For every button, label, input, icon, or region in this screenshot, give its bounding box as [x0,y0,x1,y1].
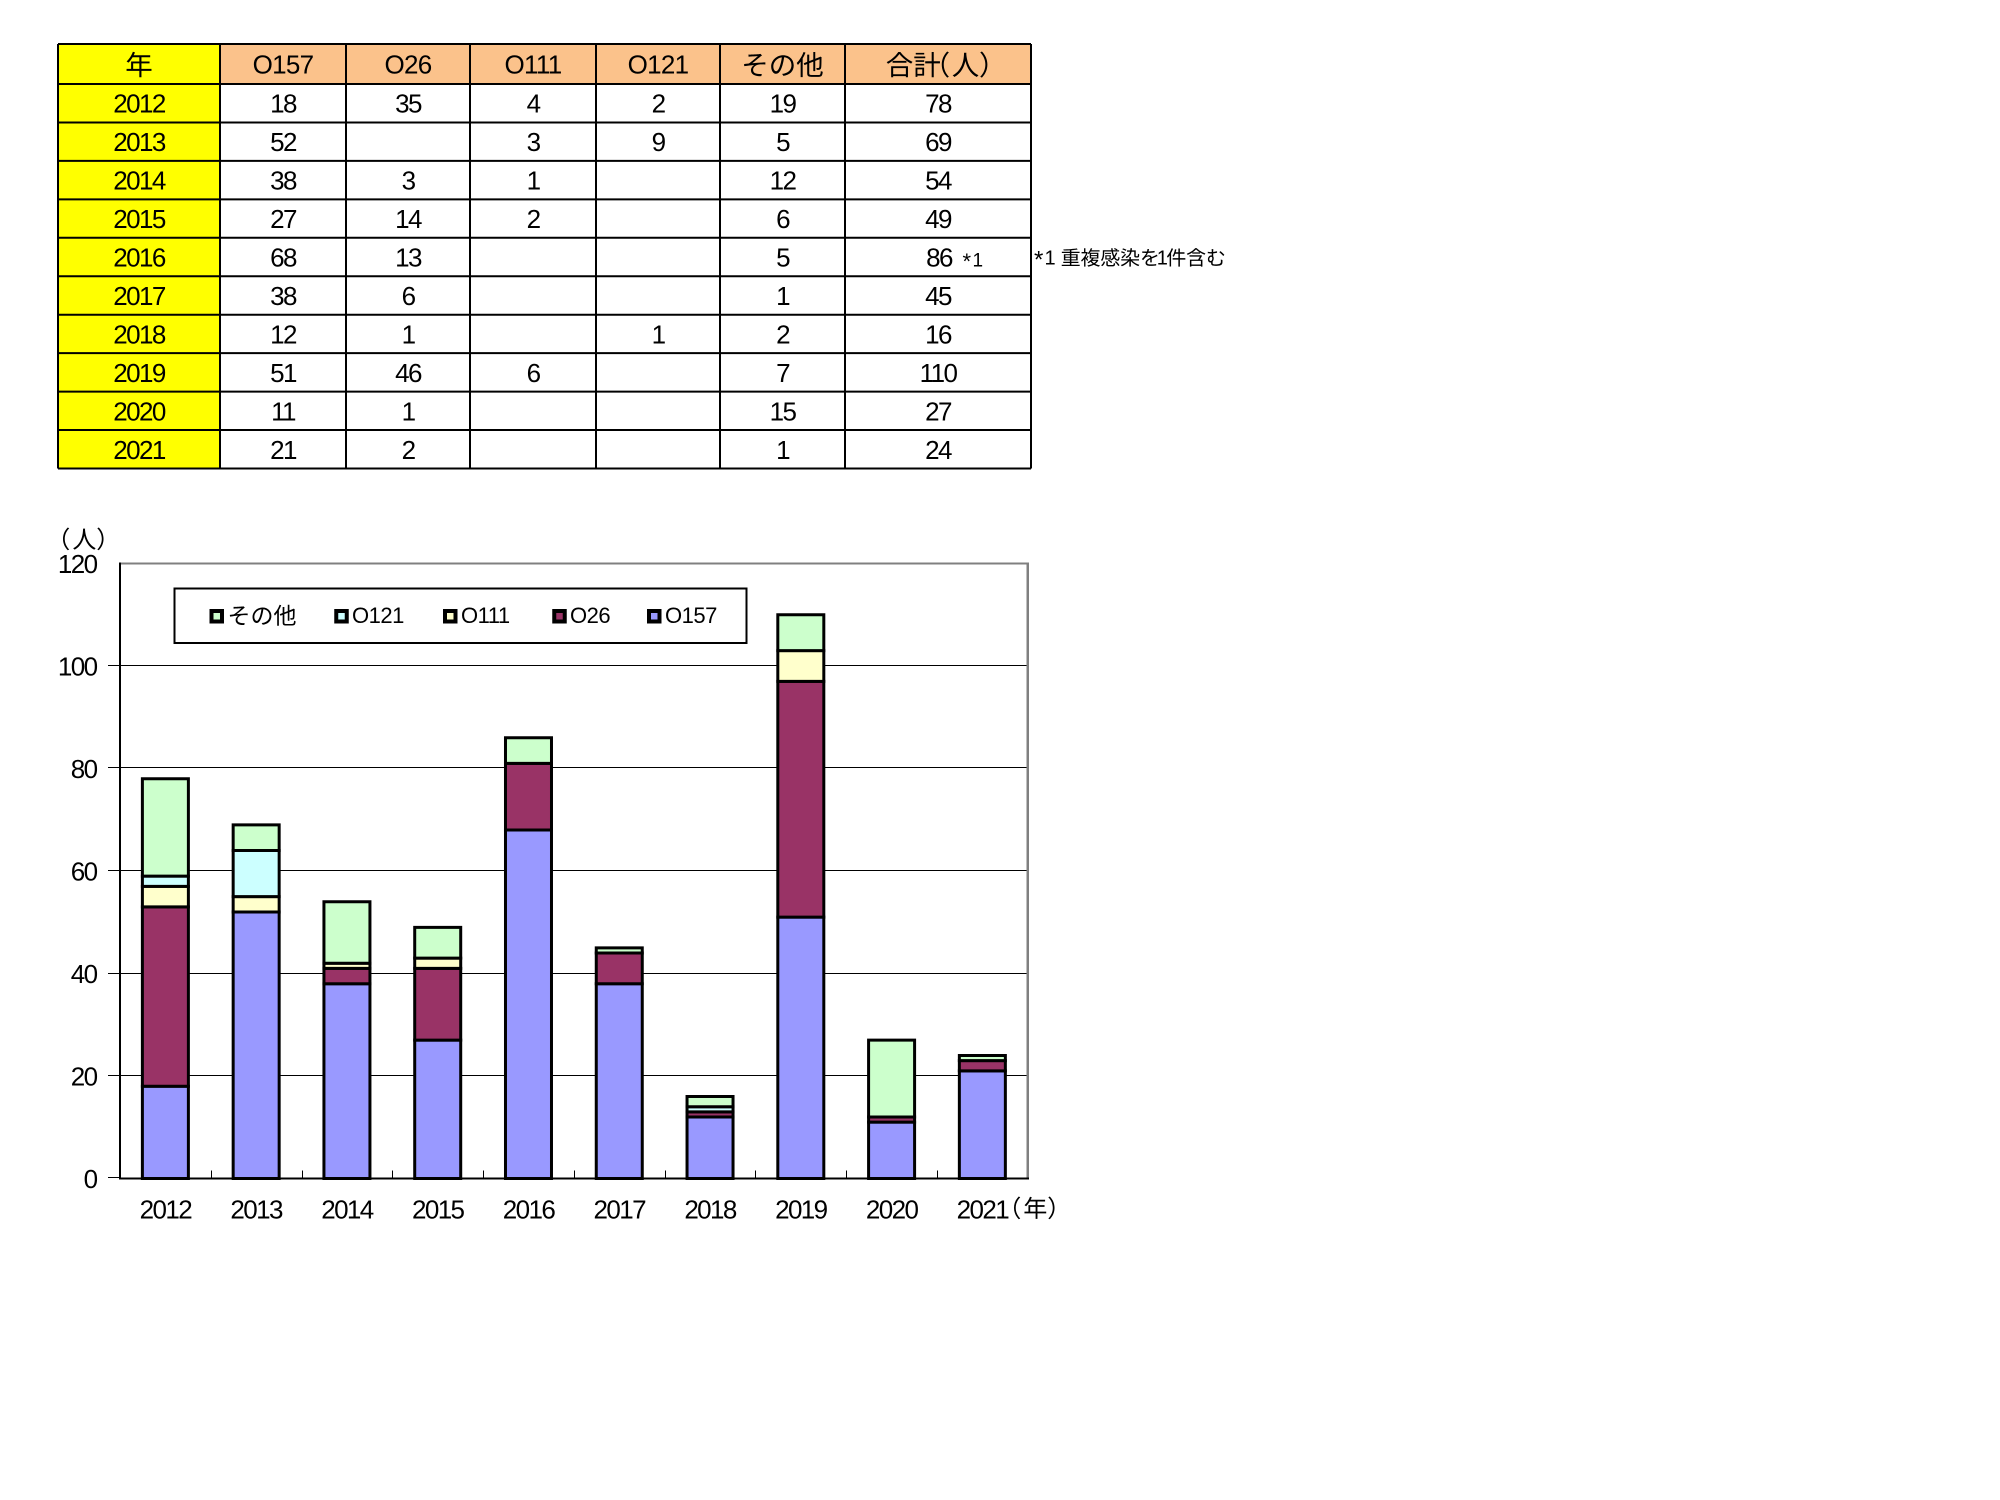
svg-text:2: 2 [776,319,790,349]
svg-text:2014: 2014 [113,166,166,196]
svg-text:2: 2 [652,89,666,119]
svg-text:68: 68 [270,243,297,273]
svg-text:3: 3 [402,166,416,196]
svg-text:18: 18 [270,89,297,119]
svg-text:*: * [963,249,972,274]
svg-text:78: 78 [925,89,952,119]
svg-text:100: 100 [58,652,98,682]
svg-text:1: 1 [402,319,416,349]
svg-text:120: 120 [58,549,98,579]
svg-text:O111: O111 [461,603,510,628]
svg-text:49: 49 [925,204,952,234]
svg-text:16: 16 [925,319,952,349]
svg-text:24: 24 [925,435,952,465]
svg-text:2019: 2019 [113,358,166,388]
svg-text:O111: O111 [505,50,562,80]
svg-text:2: 2 [527,204,541,234]
svg-text:12: 12 [270,319,297,349]
svg-text:2013: 2013 [230,1194,283,1224]
svg-text:40: 40 [71,959,98,989]
svg-text:38: 38 [270,281,297,311]
svg-text:O26: O26 [570,603,610,628]
svg-text:2020: 2020 [113,396,166,426]
svg-text:110: 110 [920,358,958,388]
svg-text:1: 1 [402,396,416,426]
svg-text:2012: 2012 [113,89,166,119]
svg-text:2015: 2015 [412,1194,465,1224]
svg-text:2: 2 [402,435,416,465]
svg-text:O121: O121 [352,603,404,628]
svg-text:2017: 2017 [594,1194,647,1224]
svg-text:2012: 2012 [140,1194,193,1224]
svg-text:2016: 2016 [113,243,166,273]
svg-text:O157: O157 [665,603,717,628]
svg-text:5: 5 [776,127,790,157]
svg-text:27: 27 [925,396,952,426]
svg-text:51: 51 [270,358,297,388]
svg-text:O121: O121 [628,50,689,80]
svg-text:11: 11 [271,396,296,426]
svg-text:60: 60 [71,857,98,887]
svg-text:69: 69 [925,127,952,157]
svg-text:20: 20 [71,1062,98,1092]
svg-text:27: 27 [270,204,297,234]
svg-text:1: 1 [527,166,541,196]
svg-text:86: 86 [926,243,953,273]
svg-text:14: 14 [395,204,422,234]
svg-text:O26: O26 [384,50,431,80]
svg-text:2017: 2017 [113,281,166,311]
svg-text:35: 35 [395,89,422,119]
svg-text:21: 21 [270,435,297,465]
svg-text:*: * [1034,247,1043,274]
svg-text:45: 45 [925,281,952,311]
svg-text:13: 13 [395,243,422,273]
svg-text:2018: 2018 [684,1194,737,1224]
svg-text:O157: O157 [253,50,314,80]
svg-text:46: 46 [395,358,422,388]
svg-text:2019: 2019 [775,1194,828,1224]
svg-text:3: 3 [527,127,541,157]
svg-text:2018: 2018 [113,319,166,349]
svg-text:2015: 2015 [113,204,166,234]
svg-text:80: 80 [71,754,98,784]
svg-text:7: 7 [776,358,790,388]
svg-text:1: 1 [776,435,790,465]
svg-text:2014: 2014 [321,1194,374,1224]
svg-text:2013: 2013 [113,127,166,157]
svg-text:5: 5 [776,243,790,273]
svg-text:2021: 2021 [113,435,166,465]
svg-text:2021: 2021 [957,1194,1010,1224]
svg-text:2016: 2016 [503,1194,556,1224]
svg-text:1: 1 [1157,248,1168,270]
svg-text:0: 0 [84,1164,98,1194]
svg-text:52: 52 [270,127,297,157]
svg-text:1: 1 [652,319,666,349]
svg-text:1: 1 [973,251,983,272]
svg-text:12: 12 [770,166,797,196]
svg-text:2020: 2020 [866,1194,919,1224]
svg-text:38: 38 [270,166,297,196]
svg-text:4: 4 [527,89,541,119]
svg-text:6: 6 [402,281,416,311]
svg-text:19: 19 [770,89,797,119]
svg-text:54: 54 [925,166,952,196]
svg-text:9: 9 [652,127,666,157]
svg-text:6: 6 [776,204,790,234]
svg-text:1: 1 [776,281,790,311]
svg-text:1: 1 [1045,248,1056,270]
svg-text:15: 15 [770,396,797,426]
svg-text:6: 6 [527,358,541,388]
